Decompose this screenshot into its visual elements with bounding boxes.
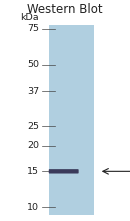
Text: 10: 10 <box>27 203 39 212</box>
Text: Western Blot: Western Blot <box>27 3 103 16</box>
Text: 20: 20 <box>27 141 39 150</box>
Text: kDa: kDa <box>20 13 39 22</box>
Text: 37: 37 <box>27 87 39 96</box>
FancyBboxPatch shape <box>49 25 94 215</box>
Text: 25: 25 <box>27 122 39 131</box>
Text: 50: 50 <box>27 60 39 69</box>
Text: 75: 75 <box>27 24 39 33</box>
FancyBboxPatch shape <box>49 169 79 173</box>
Text: 15: 15 <box>27 167 39 176</box>
